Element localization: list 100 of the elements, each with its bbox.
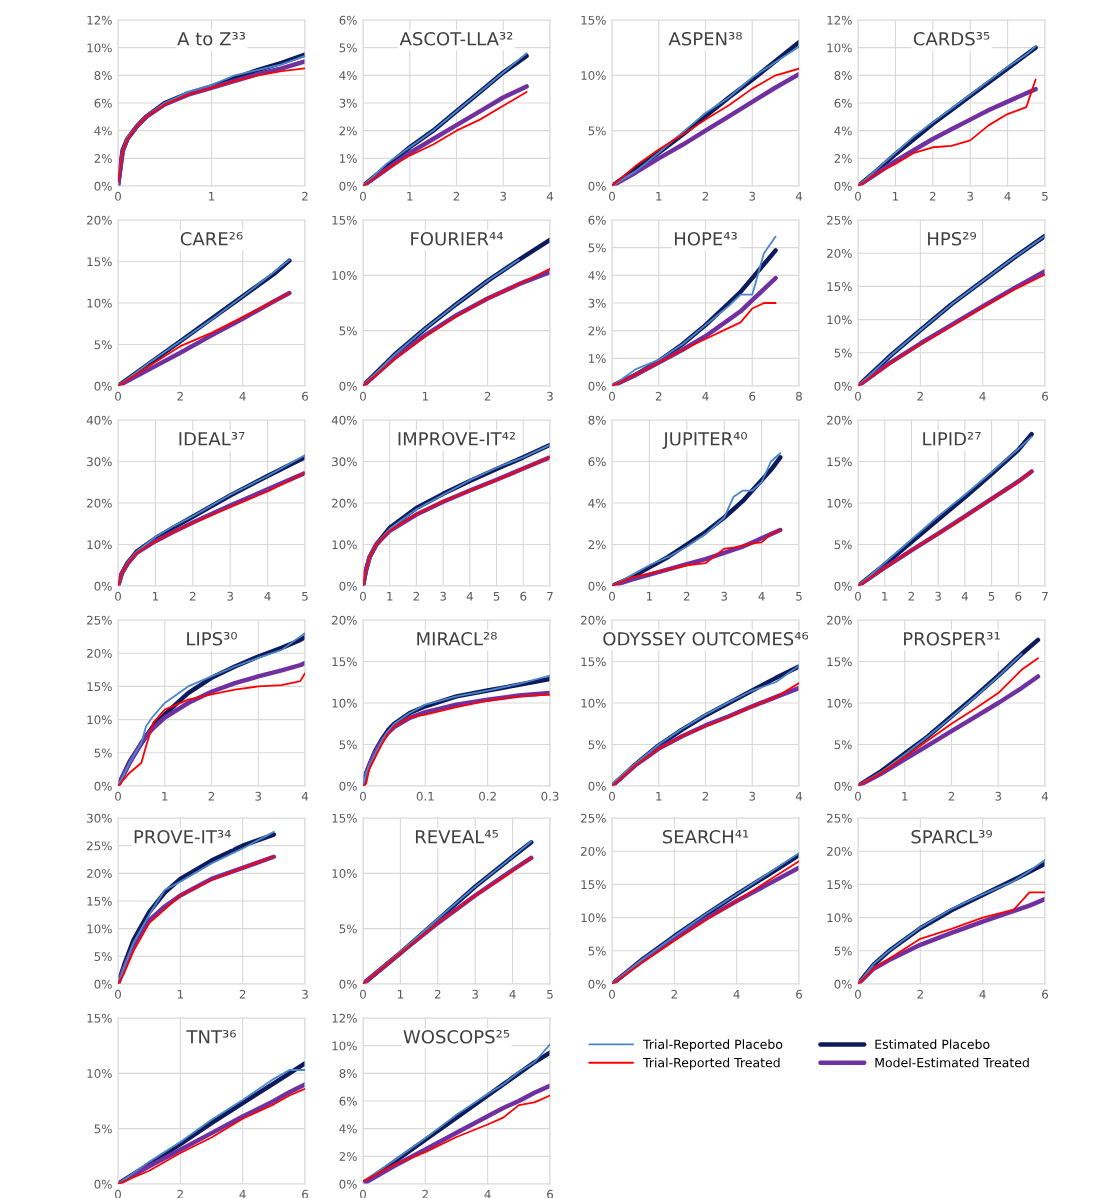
y-tick-label: 15% [87, 257, 112, 267]
y-tick-label: 20% [827, 248, 852, 258]
x-tick-label: 1 [656, 191, 662, 201]
text: CARDS³⁵ [913, 31, 990, 46]
y-tick-label: 15% [332, 813, 357, 823]
y-tick-label: 15% [332, 215, 357, 225]
y-tick-label: 0% [834, 581, 852, 591]
x-tick-label: 0 [360, 989, 366, 999]
y-tick-label: 15% [332, 657, 357, 667]
x-tick-label: 0 [115, 191, 121, 201]
y-tick-label: 15% [827, 282, 852, 292]
x-tick-label: 2 [671, 989, 677, 999]
y-tick-label: 20% [581, 615, 606, 625]
text: REVEAL⁴⁵ [415, 830, 498, 844]
text: IMPROVE-IT⁴² [398, 431, 516, 446]
y-tick-label: 0% [339, 581, 357, 591]
x-tick-label: 3 [302, 989, 308, 999]
x-tick-label: 6 [547, 1189, 554, 1198]
y-tick-label: 0% [94, 381, 112, 391]
y-tick-label: 4% [339, 71, 357, 80]
x-tick-label: 0 [360, 191, 366, 201]
y-tick-label: 10% [827, 498, 852, 508]
legend-label: Trial-Reported Placebo [643, 1039, 783, 1052]
x-tick-label: 2 [929, 191, 936, 201]
text: PROVE-IT³⁴ [134, 829, 231, 844]
y-tick-label: 5% [94, 340, 112, 350]
text: WOSCOPS²⁵ [403, 1029, 510, 1044]
y-tick-label: 20% [581, 846, 606, 856]
x-tick-label: 2 [208, 791, 215, 801]
x-tick-label: 5 [796, 591, 802, 601]
y-tick-label: 6% [834, 98, 852, 108]
x-tick-label: 6 [520, 591, 527, 601]
x-tick-label: 1 [902, 791, 908, 801]
x-tick-label: 5 [547, 989, 553, 999]
y-tick-label: 1% [340, 154, 357, 163]
y-tick-label: 10% [87, 298, 112, 308]
y-tick-label: 0% [588, 781, 606, 791]
y-tick-label: 4% [339, 1124, 357, 1134]
text: TNT³⁶ [186, 1029, 236, 1044]
y-tick-label: 0% [834, 381, 852, 391]
y-tick-label: 10% [581, 71, 606, 80]
x-tick-label: 5 [988, 591, 995, 601]
y-tick-label: 5% [588, 740, 606, 750]
x-tick-label: 0 [855, 989, 861, 999]
x-tick-label: 0 [360, 791, 366, 801]
y-tick-label: 10% [332, 540, 357, 550]
x-tick-label: 1 [656, 791, 662, 801]
y-tick-label: 10% [87, 924, 112, 934]
x-tick-label: 0 [360, 391, 366, 401]
y-tick-label: 0% [339, 181, 357, 191]
legend-label: Trial-Reported Treated [643, 1057, 780, 1070]
text: HPS²⁹ [928, 231, 977, 246]
y-tick-label: 0% [94, 581, 112, 591]
x-tick-label: 2 [177, 391, 183, 401]
y-tick-label: 20% [332, 615, 357, 625]
y-tick-label: 12% [332, 1013, 357, 1023]
x-tick-label: 7 [1042, 591, 1048, 601]
y-tick-label: 20% [827, 615, 852, 625]
x-tick-label: 6 [1015, 591, 1022, 601]
y-tick-label: 0% [588, 181, 606, 191]
y-tick-label: 10% [332, 698, 357, 708]
x-tick-label: 1 [397, 989, 404, 999]
x-tick-label: 0 [855, 791, 861, 801]
x-tick-label: 1 [892, 191, 899, 201]
x-tick-label: 0 [609, 989, 615, 999]
x-tick-label: 3 [547, 391, 553, 401]
y-tick-label: 5% [588, 946, 606, 956]
x-tick-label: 2 [302, 191, 308, 201]
x-tick-label: 0 [115, 989, 121, 999]
y-tick-label: 10% [87, 715, 112, 725]
x-tick-label: 3 [255, 791, 262, 801]
x-tick-label: 2 [908, 591, 914, 601]
y-tick-label: 5% [94, 1124, 112, 1134]
x-tick-label: 4 [1004, 191, 1011, 201]
y-tick-label: 0% [94, 1179, 112, 1189]
y-tick-label: 5% [834, 740, 852, 750]
y-tick-label: 2% [834, 154, 852, 163]
text: SPARCL³⁹ [911, 829, 992, 844]
text: PROSPER³¹ [904, 631, 1000, 646]
x-tick-label: 4 [301, 791, 309, 801]
y-tick-label: 20% [827, 846, 852, 856]
text: SEARCH⁴¹ [662, 829, 749, 844]
x-tick-label: 0 [855, 391, 861, 401]
y-tick-label: 10% [87, 43, 112, 53]
y-tick-label: 2% [588, 326, 606, 336]
x-tick-label: 4 [466, 591, 473, 601]
x-tick-label: 8 [796, 391, 802, 401]
y-tick-label: 5% [834, 946, 852, 956]
y-tick-label: 25% [87, 841, 112, 851]
x-tick-label: 0.1 [416, 791, 434, 801]
text: JUPITER⁴⁰ [662, 431, 747, 449]
text: IDEAL³⁷ [179, 431, 245, 446]
x-tick-label: 3 [749, 791, 756, 801]
text: ASPEN³⁸ [668, 31, 742, 46]
x-tick-label: 2 [917, 989, 923, 999]
y-tick-label: 15% [827, 880, 852, 890]
y-tick-label: 15% [827, 657, 852, 667]
x-tick-label: 1 [152, 591, 159, 601]
x-tick-label: 4 [264, 591, 271, 601]
y-tick-label: 20% [332, 498, 357, 508]
